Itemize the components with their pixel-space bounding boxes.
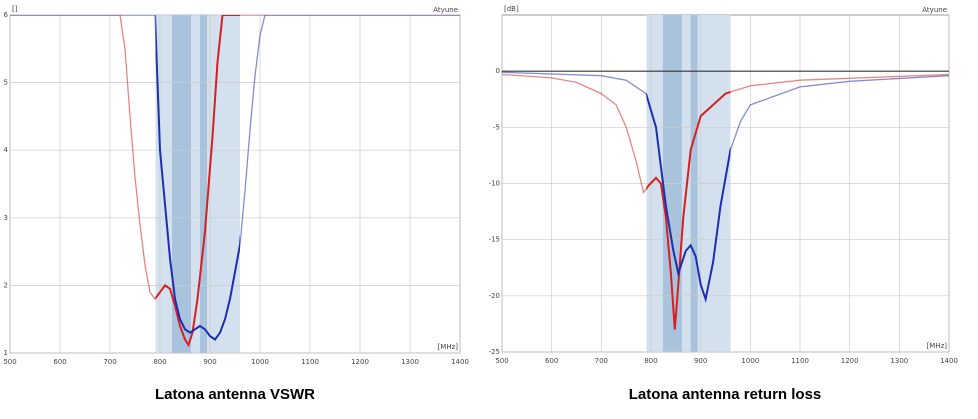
x-axis-label: [MHz]	[438, 343, 459, 351]
y-tick-label: -10	[489, 180, 500, 188]
y-tick-label: -20	[489, 292, 500, 300]
band-group	[155, 15, 240, 348]
y-tick-label: -25	[489, 348, 500, 356]
y-tick-label: 1	[4, 349, 8, 357]
band-group	[155, 15, 240, 341]
x-tick-label: 700	[103, 358, 116, 366]
x-tick-label: 1200	[841, 357, 859, 365]
x-tick-label: 1200	[351, 358, 369, 366]
x-tick-label: 700	[595, 357, 608, 365]
x-tick-label: 500	[495, 357, 508, 365]
y-tick-label: 6	[4, 11, 9, 19]
x-tick-label: 1300	[401, 358, 419, 366]
series-line	[646, 90, 731, 330]
y-tick-label: 2	[4, 281, 8, 289]
chart-title: Latona antenna return loss	[629, 386, 822, 403]
brand: Atyune	[922, 6, 947, 14]
series-line	[155, 15, 240, 348]
x-tick-label: 500	[3, 358, 16, 366]
y-tick-label: -15	[489, 236, 500, 244]
chart-title: Latona antenna VSWR	[155, 386, 315, 403]
series-line	[155, 15, 240, 341]
x-tick-label: 600	[53, 358, 66, 366]
series-line	[646, 92, 731, 304]
y-axis-label: []	[12, 5, 18, 13]
x-tick-label: 1000	[741, 357, 759, 365]
band-group	[646, 92, 731, 304]
x-tick-label: 1300	[890, 357, 908, 365]
y-tick-label: 4	[4, 146, 9, 154]
x-tick-label: 1000	[251, 358, 269, 366]
band-group	[646, 90, 731, 330]
x-tick-label: 1400	[451, 358, 469, 366]
y-tick-label: -5	[493, 123, 500, 131]
y-tick-label: 0	[496, 67, 500, 75]
x-tick-label: 600	[545, 357, 558, 365]
y-axis-label: [dB]	[504, 5, 519, 13]
band	[200, 15, 207, 353]
x-tick-label: 1100	[791, 357, 809, 365]
y-tick-label: 3	[4, 214, 8, 222]
brand: Atyune	[433, 6, 458, 14]
x-axis-label: [MHz]	[927, 342, 948, 350]
x-tick-label: 800	[644, 357, 657, 365]
x-tick-label: 800	[153, 358, 166, 366]
x-tick-label: 900	[203, 358, 216, 366]
x-tick-label: 1400	[940, 357, 958, 365]
band	[172, 15, 191, 353]
y-tick-label: 5	[4, 79, 8, 87]
x-tick-label: 900	[694, 357, 707, 365]
x-tick-label: 1100	[301, 358, 319, 366]
